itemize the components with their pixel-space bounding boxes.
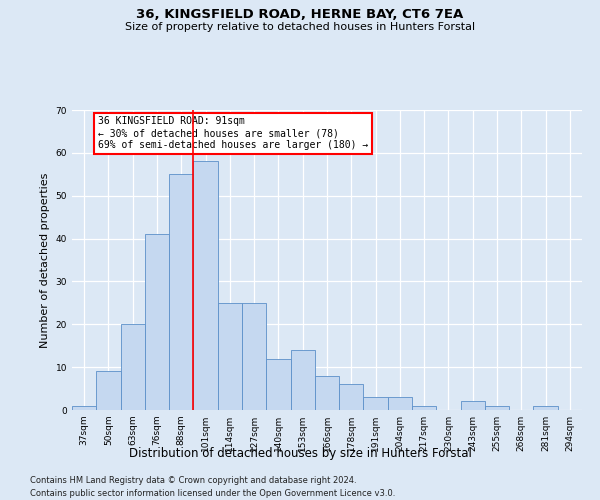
Bar <box>290 350 315 410</box>
Bar <box>96 372 121 410</box>
Bar <box>72 406 96 410</box>
Bar <box>193 162 218 410</box>
Bar <box>169 174 193 410</box>
Bar <box>388 397 412 410</box>
Bar <box>364 397 388 410</box>
Text: Size of property relative to detached houses in Hunters Forstal: Size of property relative to detached ho… <box>125 22 475 32</box>
Bar <box>266 358 290 410</box>
Bar <box>242 303 266 410</box>
Bar <box>412 406 436 410</box>
Text: Contains public sector information licensed under the Open Government Licence v3: Contains public sector information licen… <box>30 489 395 498</box>
Text: Distribution of detached houses by size in Hunters Forstal: Distribution of detached houses by size … <box>128 448 472 460</box>
Text: Contains HM Land Registry data © Crown copyright and database right 2024.: Contains HM Land Registry data © Crown c… <box>30 476 356 485</box>
Bar <box>315 376 339 410</box>
Text: 36 KINGSFIELD ROAD: 91sqm
← 30% of detached houses are smaller (78)
69% of semi-: 36 KINGSFIELD ROAD: 91sqm ← 30% of detac… <box>97 116 368 150</box>
Y-axis label: Number of detached properties: Number of detached properties <box>40 172 50 348</box>
Bar <box>339 384 364 410</box>
Bar <box>461 402 485 410</box>
Bar <box>145 234 169 410</box>
Bar <box>218 303 242 410</box>
Bar <box>121 324 145 410</box>
Text: 36, KINGSFIELD ROAD, HERNE BAY, CT6 7EA: 36, KINGSFIELD ROAD, HERNE BAY, CT6 7EA <box>136 8 464 20</box>
Bar <box>533 406 558 410</box>
Bar <box>485 406 509 410</box>
